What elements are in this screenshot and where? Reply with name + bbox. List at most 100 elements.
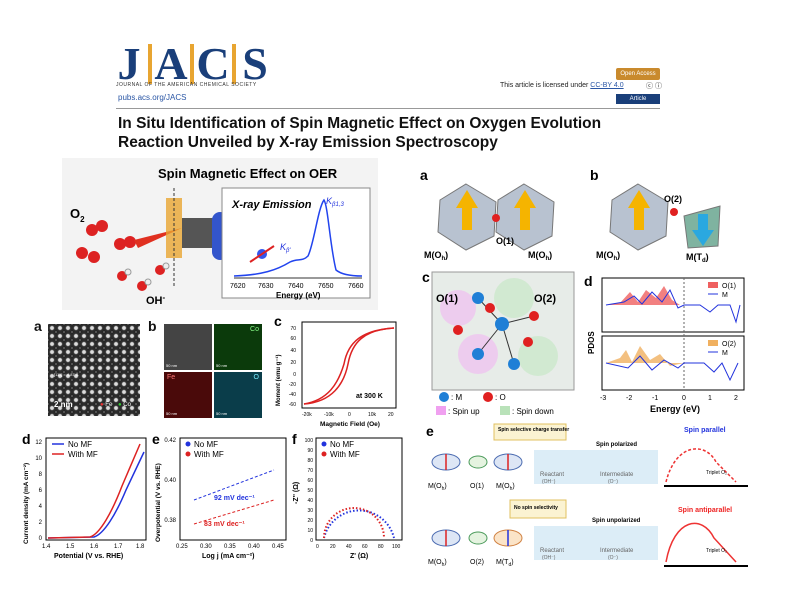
xtick: 0.35 [224,544,236,550]
article-type-badge: Article [616,94,660,104]
xes-curve [233,198,363,277]
pdos-m-top [605,288,741,324]
element-label: Fe [167,374,176,381]
xes-inset [221,187,371,299]
ytick: 0 [310,538,313,544]
xtick: 1.5 [66,544,75,550]
no-selectivity-text: No spin selectivity [514,505,558,511]
ytick: 50 [307,488,313,494]
spin-down-head [692,230,714,246]
logo-divider [232,44,236,84]
state-polarized: Spin polarized [596,442,637,448]
oxygen-atom [523,337,533,347]
ytick: 90 [307,448,313,454]
antiparallel-label: Spin antiparallel [678,507,732,514]
toc-graphic: Spin Magnetic Effect on OER O2 OH- X-ray… [62,158,378,310]
tag-o2: O(2) [534,293,556,305]
co-map: Co 50 nm [214,324,262,370]
oxygen-atom [529,311,539,321]
y-axis-label: PDOS [587,331,596,354]
journal-site-link[interactable]: pubs.acs.org/JACS [118,93,187,102]
spin-arrow [249,245,275,263]
pdos-bottom-frame [601,335,745,391]
logo-letter-s: S [242,38,268,89]
o2-label: O2 [70,206,85,224]
xtick: 20 [388,412,394,418]
triplet-label: Triplet O₂ [706,470,727,476]
ytick: 10 [35,456,42,462]
logo-divider [190,44,194,84]
site-label: M(Oh) [496,483,515,492]
fig2-c: c O(1) O(2) : M : O : Spin up : Spin dow… [418,268,576,420]
intermediate-label: Intermediate [600,548,634,554]
legend-marker-with-mf [185,451,191,457]
panel-label: b [148,318,157,334]
logo-letter-j: J [117,38,141,89]
x-axis-label: Potential (V vs. RHE) [54,553,123,560]
y-axis-label: Moment (emu g⁻¹) [275,355,282,407]
x-axis-label: Z' (Ω) [350,553,368,560]
pdos-m-bottom [605,355,739,382]
series-no-mf [323,509,395,539]
ytick: 4 [39,504,43,510]
panel-label: c [274,314,282,329]
ytick: 0.42 [164,438,176,444]
xtick: -3 [600,395,606,402]
oxygen-o1 [492,214,500,222]
site-m-oh: M(Oh) [528,250,552,262]
xtick: -2 [626,395,632,402]
temperature-note: at 300 K [356,393,383,400]
series-no-mf [47,451,145,539]
legend-o-marker [483,392,493,402]
ytick: -60 [289,402,296,408]
metal-atom [508,358,520,370]
license-link[interactable]: CC-BY 4.0 [590,82,624,89]
fig1-f: f No MF With MF 100 90 80 70 60 50 40 30… [290,430,406,560]
scalebar-label: 50 nm [216,411,228,416]
x-axis-label: Magnetic Field (Oe) [320,421,380,428]
reactant-sub: (OH⁻) [542,555,556,561]
scalebar-label: 50 nm [216,363,228,368]
plot-frame [45,437,147,541]
element-label: O [253,374,259,381]
ytick: 70 [290,326,296,332]
legend-m-marker [439,392,449,402]
xtick: 2 [734,395,738,402]
ytick: 70 [307,468,313,474]
scalebar-label: 50 nm [166,411,178,416]
site-label: M(Oh) [428,559,447,568]
legend-m: M [722,292,728,299]
site-label: M(Td) [496,559,514,568]
selective-text: Spin selective charge transfer [498,427,569,433]
site-o2: O(2) [664,194,682,204]
xtick: 20 [330,544,336,550]
panel-label: f [292,431,297,447]
xes-xtick: 7660 [348,283,364,290]
spin-up-arrow [634,206,644,230]
xtick: 40 [346,544,352,550]
fe-map: Fe 50 nm [164,372,212,418]
intermediate-sub: (O⁻) [608,555,618,561]
legend-o2: O(2) [722,341,736,348]
xes-xtick: 7630 [258,283,274,290]
fig2-b: b O(2) M(Oh) M(Td) [588,166,748,264]
ytick: 20 [307,518,313,524]
legend-with-mf: With MF [68,450,98,459]
intermediate-sub: (O⁻) [608,479,618,485]
spin-up-head-right [514,190,536,208]
legend-no-mf: No MF [194,440,218,449]
structure-a: a M(Oh) O(1) M(Oh) [420,167,555,262]
orbital-row-top [431,453,523,471]
xtick: 1.6 [90,544,99,550]
panel-label: e [426,423,434,439]
nyquist-chart: f No MF With MF 100 90 80 70 60 50 40 30… [292,431,403,560]
ytick: 100 [305,438,314,444]
parallel-label: Spin parallel [684,427,726,434]
y-axis-label: Current density (mA cm⁻²) [23,463,30,544]
selective-box [493,423,567,441]
xes-xtick: 7620 [230,283,246,290]
ytick: 0 [293,372,296,378]
ytick: -40 [289,392,296,398]
plot-frame [315,437,403,541]
ytick: 0.40 [164,478,176,484]
